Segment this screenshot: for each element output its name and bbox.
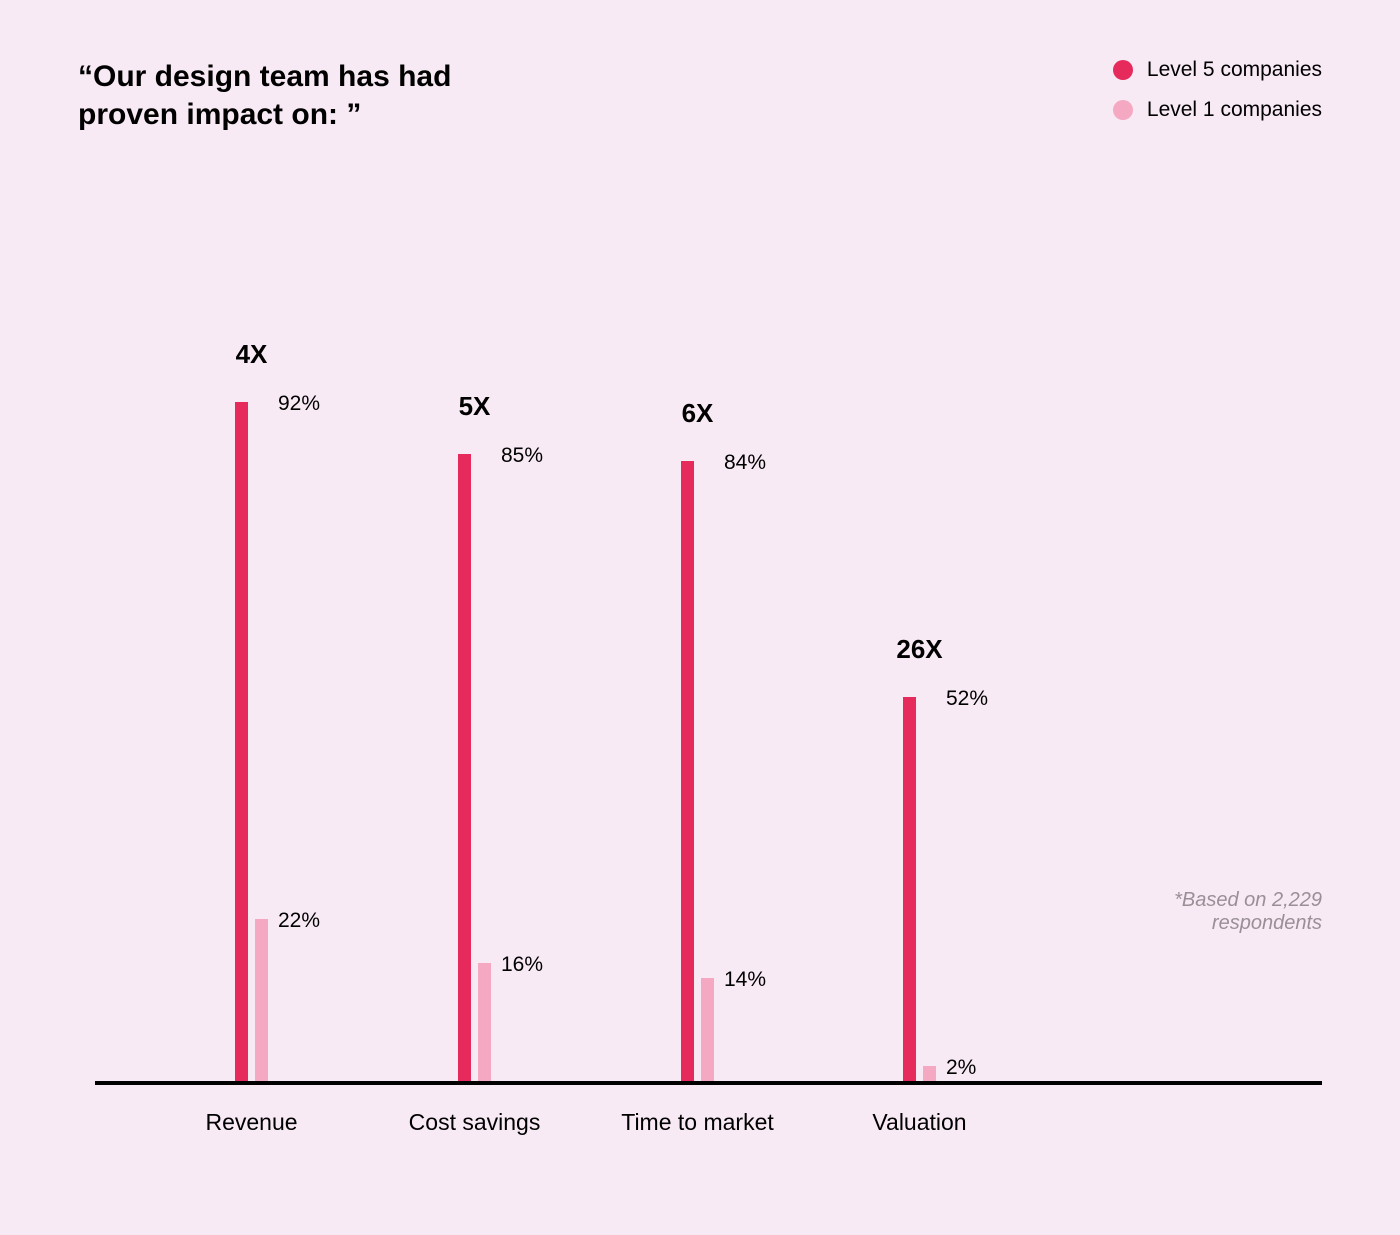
bar-level5 [458, 454, 471, 1081]
bar-level5 [681, 461, 694, 1081]
bar-value-label: 92% [278, 392, 320, 416]
legend-item: Level 5 companies [1113, 58, 1322, 82]
legend-item: Level 1 companies [1113, 98, 1322, 122]
multiplier-label: 5X [459, 391, 491, 422]
bar-value-label: 85% [501, 444, 543, 468]
category-label: Valuation [872, 1109, 966, 1136]
bar-level1 [701, 978, 714, 1081]
multiplier-label: 4X [236, 339, 268, 370]
bar-level1 [478, 963, 491, 1081]
multiplier-label: 26X [896, 634, 942, 665]
legend-swatch [1113, 60, 1133, 80]
category-label: Cost savings [409, 1109, 541, 1136]
legend: Level 5 companies Level 1 companies [1113, 58, 1322, 122]
chart-area: 92%22%4XRevenue85%16%5XCost savings84%14… [95, 320, 1322, 1085]
legend-swatch [1113, 100, 1133, 120]
category-label: Revenue [205, 1109, 297, 1136]
bar-level5 [235, 402, 248, 1081]
bar-value-label: 52% [946, 687, 988, 711]
bar-value-label: 2% [946, 1056, 976, 1080]
bar-level5 [903, 697, 916, 1081]
multiplier-label: 6X [682, 398, 714, 429]
bar-group: 85%16%5XCost savings [458, 320, 491, 1085]
legend-label: Level 1 companies [1147, 98, 1322, 122]
bar-group: 52%2%26XValuation [903, 320, 936, 1085]
bar-value-label: 22% [278, 909, 320, 933]
bar-level1 [923, 1066, 936, 1081]
bar-level1 [255, 919, 268, 1081]
bar-value-label: 14% [724, 968, 766, 992]
bar-group: 84%14%6XTime to market [681, 320, 714, 1085]
bar-value-label: 16% [501, 953, 543, 977]
bar-group: 92%22%4XRevenue [235, 320, 268, 1085]
legend-label: Level 5 companies [1147, 58, 1322, 82]
chart-title: “Our design team has had proven impact o… [78, 58, 451, 133]
category-label: Time to market [621, 1109, 774, 1136]
bar-value-label: 84% [724, 451, 766, 475]
chart-canvas: “Our design team has had proven impact o… [0, 0, 1400, 1235]
chart-footnote: *Based on 2,229 respondents [1174, 889, 1322, 935]
